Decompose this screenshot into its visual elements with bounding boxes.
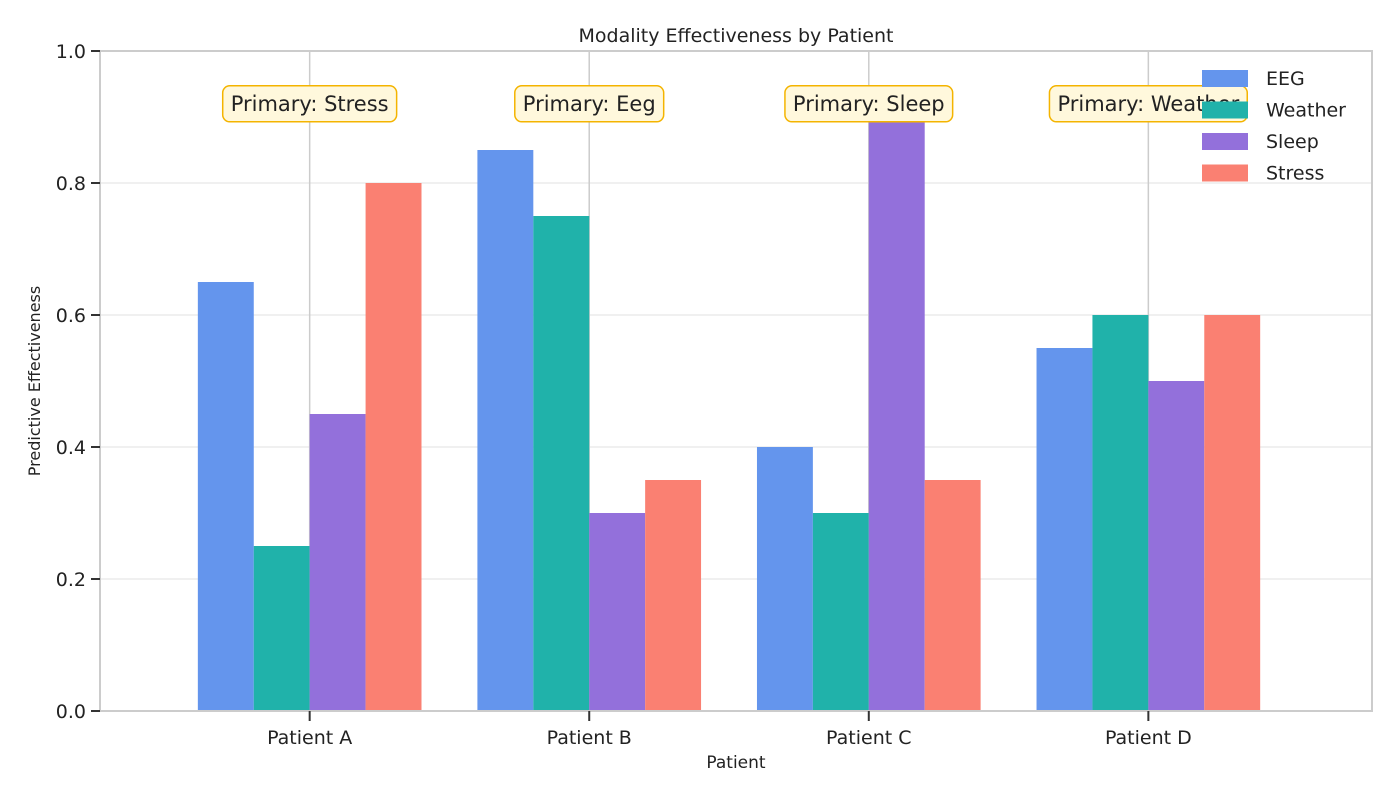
legend-label: Stress [1266, 163, 1324, 185]
y-tick-label: 0.0 [56, 701, 86, 723]
plot-frame [99, 50, 1373, 712]
bar-stress [645, 480, 702, 711]
bar-eeg [477, 150, 534, 711]
x-tick-label: Patient C [826, 727, 911, 749]
y-tick-label: 0.4 [56, 437, 86, 459]
bar-stress [924, 480, 981, 711]
bar-sleep [309, 414, 366, 711]
legend-swatch [1202, 70, 1248, 87]
annotation-box [514, 85, 665, 123]
x-tick-label: Patient A [267, 727, 352, 749]
annotation-box [784, 85, 954, 123]
bars [197, 117, 1261, 711]
bar-sleep [1148, 381, 1205, 711]
bar-stress [1204, 315, 1261, 711]
x-axis: Patient A Patient B Patient C Patient D [267, 711, 1192, 749]
chart-title: Modality Effectiveness by Patient [579, 25, 894, 47]
annotation-label: Primary: Eeg [523, 92, 656, 116]
x-axis-label: Patient [706, 753, 766, 773]
bar-sleep [589, 513, 646, 711]
legend-swatch [1202, 164, 1248, 182]
bar-weather [253, 546, 310, 711]
y-tick-label: 0.8 [56, 173, 86, 195]
bar-sleep [868, 117, 925, 711]
y-tick-label: 0.2 [56, 569, 86, 591]
legend-swatch [1202, 133, 1248, 150]
bar-weather [533, 216, 590, 711]
annotation-label: Primary: Sleep [793, 92, 945, 116]
x-tick-label: Patient D [1105, 727, 1192, 749]
y-tick-label: 1.0 [56, 41, 86, 63]
bar-eeg [1036, 348, 1093, 711]
y-axis: 0.0 0.2 0.4 0.6 0.8 1.0 [56, 41, 100, 723]
bar-weather [812, 513, 869, 711]
legend-label: EEG [1266, 68, 1305, 90]
x-tick-label: Patient B [547, 727, 632, 749]
annotation-label: Primary: Stress [231, 92, 389, 116]
bar-weather [1092, 315, 1149, 711]
y-axis-label: Predictive Effectiveness [25, 286, 44, 476]
bar-stress [365, 183, 422, 711]
legend-label: Sleep [1266, 131, 1319, 153]
legend-swatch [1202, 101, 1248, 119]
annotations: Primary: Stress Primary: Eeg Primary: Slee… [221, 85, 1249, 123]
bar-eeg [197, 282, 254, 711]
legend: EEG Weather Sleep Stress [1202, 68, 1346, 185]
legend-label: Weather [1266, 100, 1346, 122]
y-tick-label: 0.6 [56, 305, 86, 327]
bar-eeg [756, 447, 813, 711]
annotation-box [221, 85, 398, 123]
